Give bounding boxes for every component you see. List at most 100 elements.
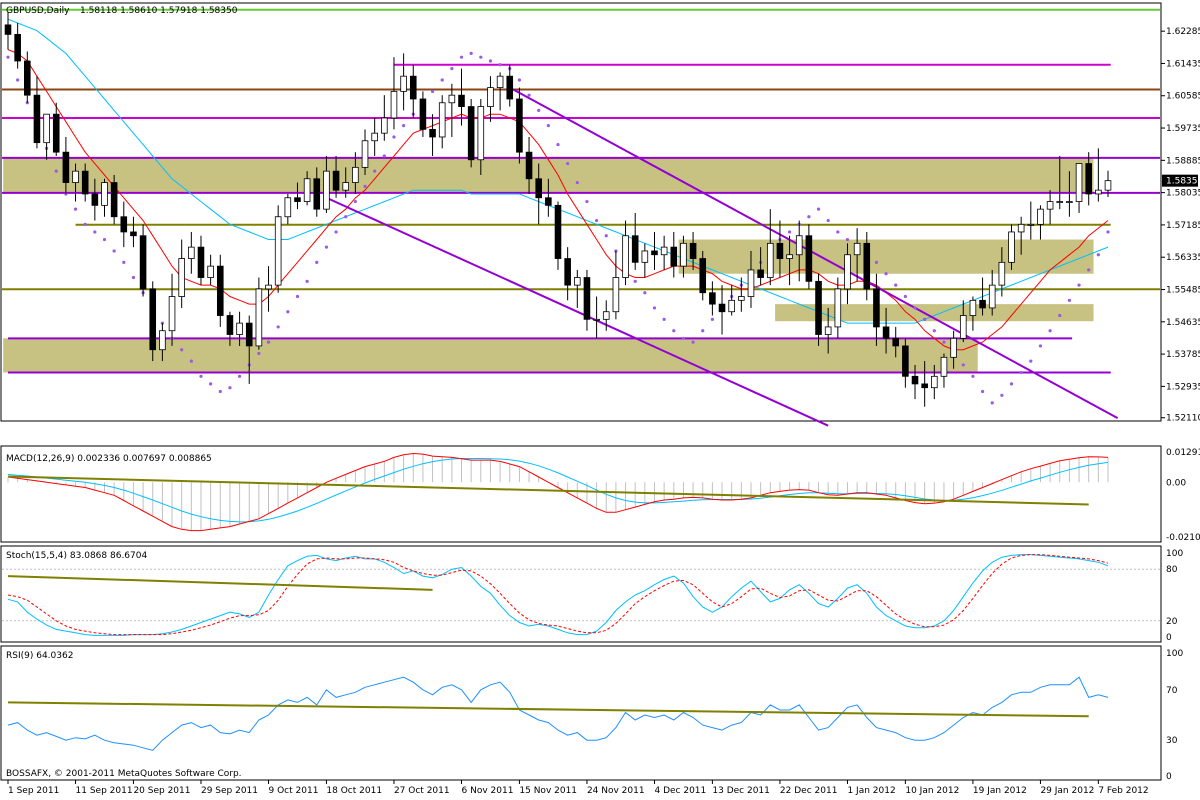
stoch-tick-label: 80 [1166,565,1178,575]
candle-body [959,315,967,339]
candle-body [409,75,417,100]
date-tick-label: 1 Sep 2011 [8,786,59,796]
candle-body [467,106,475,161]
psar-dot [353,199,357,204]
candle-body [950,337,957,358]
psar-dot [286,310,290,314]
candle-body [1056,201,1064,203]
candle-body [979,299,986,309]
stoch-header: Stoch(15,5,4) 83.0868 86.6704 [6,551,147,561]
candle-body [14,33,21,62]
psar-dot [498,63,502,67]
psar-dot [556,142,560,147]
date-tick-label: 9 Oct 2011 [269,786,319,796]
psar-dot [672,329,676,333]
macd-trendline [7,475,1089,506]
psar-dot [180,348,184,352]
moving-average-red [7,49,1109,351]
psar-dot [1048,329,1052,333]
date-tick-label: 15 Nov 2011 [519,786,577,796]
psar-dot [218,389,222,394]
psar-dot [440,78,444,82]
psar-dot [344,215,348,219]
rsi-tick-label: 70 [1166,686,1178,696]
psar-dot [1058,313,1062,318]
candle-body [265,284,272,290]
psar-dot [459,55,464,59]
candle-body [62,151,70,183]
candle-body [130,231,137,237]
psar-dot [517,78,522,82]
psar-dot [710,317,714,321]
candle-body [390,90,398,119]
psar-dot [681,336,686,340]
candle-body [81,170,89,195]
trendline-0 [326,196,829,427]
psar-dot [604,234,608,238]
candle-body [33,94,41,144]
macd-tick-label: 0.012911 [1166,448,1200,458]
candle-body [574,277,581,286]
candle-body [236,322,243,335]
psar-dot [1096,253,1100,257]
candle-body [612,277,620,313]
candle-body [670,246,678,267]
candle-body [1066,201,1073,203]
candle-body [188,246,195,259]
candle-body [284,197,292,218]
candle-body [110,182,118,218]
psar-dot [903,294,907,299]
psar-dot [1087,268,1091,272]
psar-dot [662,317,666,321]
stoch-k-line [7,554,1109,636]
psar-dot [537,108,541,112]
candle-body [747,269,755,297]
candle-body [525,151,533,180]
candle-body [824,326,832,335]
macd-layer [7,452,1109,532]
psar-dot [450,66,454,71]
candle-body [844,254,851,290]
candle-body [554,204,562,259]
psar-dot [643,291,647,295]
candle-body [197,246,205,278]
psar-dot [787,230,792,234]
psar-dot [1009,382,1014,386]
candle-body [757,269,764,278]
candle-body [969,299,977,316]
price-tick-label: 1.59735 [1166,124,1200,134]
psar-dot [1038,344,1043,348]
rsi-panel-frame [0,645,1162,781]
psar-dot [430,89,435,93]
psar-dot [122,260,126,264]
price-tick-label: 1.58885 [1166,156,1200,166]
candle-body [786,254,793,259]
psar-dot [575,180,579,185]
candle-body [361,140,369,168]
psar-dot [102,237,107,242]
psar-dot [54,169,58,173]
psar-dot [826,218,830,223]
candle-body [834,288,842,328]
psar-dot [83,222,87,226]
macd-tick-label: -0.02103 [1166,533,1200,543]
candle-body [776,242,784,259]
psar-dot [305,279,309,283]
psar-dot [199,374,203,378]
candle-body [419,98,427,130]
psar-dot [363,184,367,188]
rsi-tick-label: 0 [1166,772,1172,782]
psar-dot [228,386,232,390]
current-price-box [1162,174,1198,187]
psar-dot [836,230,840,234]
trendline-1 [509,86,1119,419]
psar-dot [6,55,10,59]
psar-dot [633,279,637,283]
stoch-tick-label: 100 [1166,549,1183,559]
psar-dot [315,260,319,264]
candle-body [1027,223,1035,226]
date-tick-label: 11 Sep 2011 [76,786,133,796]
psar-dot [469,51,473,55]
price-tick-label: 1.55485 [1166,286,1200,296]
support-resistance-zone-1 [3,338,978,373]
